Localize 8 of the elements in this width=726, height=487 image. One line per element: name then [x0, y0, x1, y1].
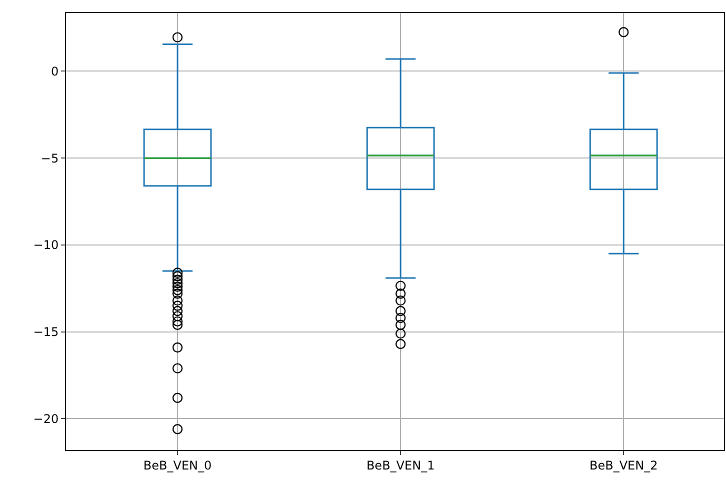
y-tick-label: −5 — [40, 151, 59, 166]
x-tick-label: BeB_VEN_0 — [143, 458, 212, 472]
y-tick-label: −15 — [33, 325, 59, 340]
y-tick-label: −10 — [33, 238, 59, 252]
y-tick-label: 0 — [50, 64, 59, 78]
x-tick-label: BeB_VEN_2 — [590, 458, 658, 472]
y-tick-label: −20 — [33, 412, 59, 426]
x-tick-label: BeB_VEN_1 — [366, 458, 435, 472]
